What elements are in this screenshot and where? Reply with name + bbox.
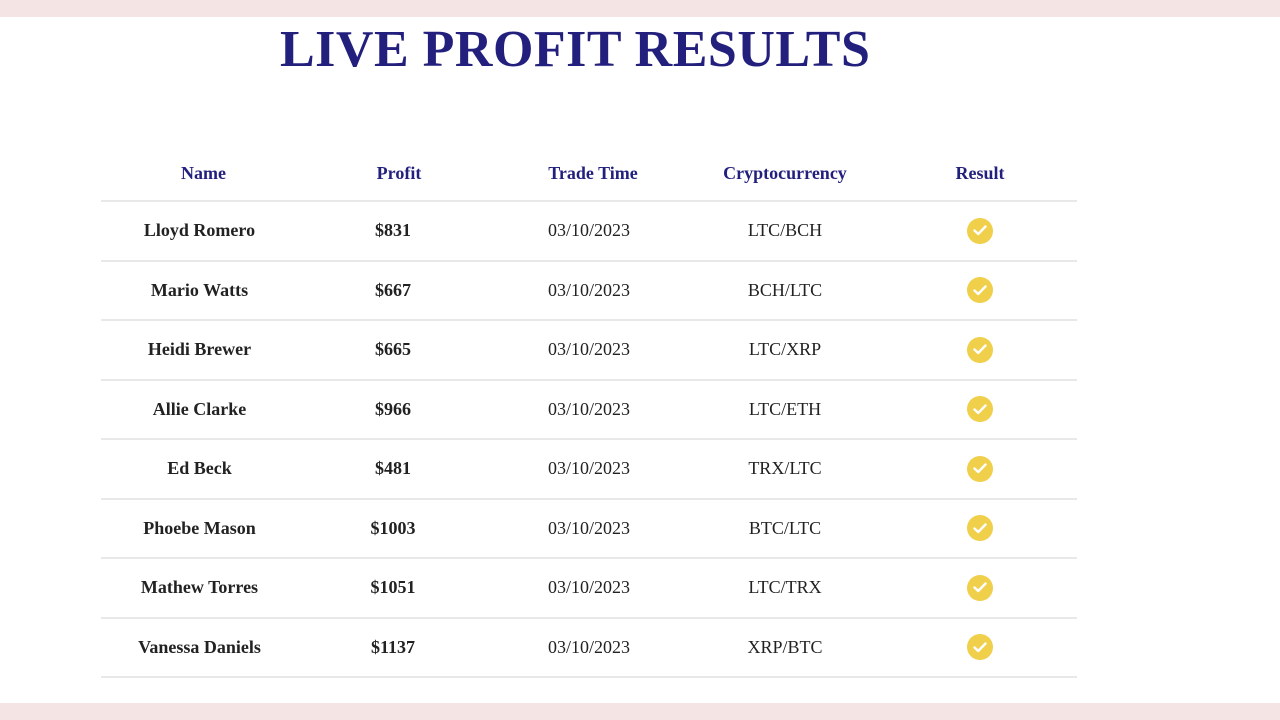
trader-name: Heidi Brewer [147, 339, 252, 360]
page-title: LIVE PROFIT RESULTS [280, 21, 871, 78]
table-body: Lloyd Romero $831 03/10/2023 LTC/BCH Mar… [101, 202, 1077, 678]
profit-amount: $1137 [370, 636, 415, 657]
result-cell [881, 559, 1079, 617]
trade-time: 03/10/2023 [547, 339, 630, 360]
check-circle-icon [967, 396, 993, 423]
column-header-cryptocurrency: Cryptocurrency [723, 163, 847, 183]
table-row: Vanessa Daniels $1137 03/10/2023 XRP/BTC [101, 619, 1079, 678]
trader-name: Vanessa Daniels [138, 636, 261, 657]
crypto-pair: LTC/TRX [748, 577, 822, 598]
trade-time: 03/10/2023 [547, 517, 630, 538]
crypto-pair: BTC/LTC [748, 517, 822, 538]
trader-name: Lloyd Romero [143, 220, 256, 241]
profit-amount: $665 [375, 339, 411, 360]
results-table: Name Profit Trade Time Cryptocurrency Re… [101, 147, 1077, 678]
crypto-pair: XRP/BTC [747, 636, 823, 657]
check-circle-icon [967, 574, 993, 601]
trader-name: Allie Clarke [152, 398, 247, 419]
check-circle-icon [967, 634, 993, 661]
table-row: Heidi Brewer $665 03/10/2023 LTC/XRP [101, 321, 1077, 381]
crypto-pair: LTC/BCH [747, 220, 823, 241]
trader-name: Phoebe Mason [143, 517, 256, 538]
table-row: Mario Watts $667 03/10/2023 BCH/LTC [101, 262, 1079, 321]
result-cell [881, 321, 1079, 379]
trade-time: 03/10/2023 [547, 279, 630, 300]
column-header-name: Name [181, 163, 226, 183]
table-row: Allie Clarke $966 03/10/2023 LTC/ETH [101, 381, 1079, 440]
profit-amount: $667 [375, 279, 411, 300]
table-row: Ed Beck $481 03/10/2023 TRX/LTC [101, 440, 1077, 500]
table-header: Name Profit Trade Time Cryptocurrency Re… [101, 147, 1077, 202]
trade-time: 03/10/2023 [547, 220, 630, 241]
crypto-pair: LTC/XRP [748, 339, 822, 360]
check-circle-icon [967, 217, 993, 244]
trade-time: 03/10/2023 [547, 458, 630, 479]
result-cell [881, 440, 1079, 498]
profit-amount: $831 [375, 220, 411, 241]
profit-amount: $1051 [370, 577, 416, 598]
column-header-result: Result [955, 163, 1005, 183]
result-cell [881, 262, 1079, 320]
crypto-pair: BCH/LTC [747, 279, 823, 300]
result-cell [881, 619, 1079, 677]
table-row: Mathew Torres $1051 03/10/2023 LTC/TRX [101, 559, 1077, 619]
table-row: Lloyd Romero $831 03/10/2023 LTC/BCH [101, 202, 1077, 262]
crypto-pair: TRX/LTC [748, 458, 822, 479]
check-circle-icon [967, 336, 993, 363]
trader-name: Mathew Torres [140, 577, 259, 598]
profit-amount: $481 [375, 458, 411, 479]
trader-name: Mario Watts [150, 279, 249, 300]
page-panel: LIVE PROFIT RESULTS Name Profit Trade Ti… [0, 17, 1280, 703]
table-row: Phoebe Mason $1003 03/10/2023 BTC/LTC [101, 500, 1079, 559]
check-circle-icon [967, 515, 993, 542]
trade-time: 03/10/2023 [547, 577, 630, 598]
trader-name: Ed Beck [167, 458, 232, 479]
column-header-profit: Profit [376, 163, 422, 183]
trade-time: 03/10/2023 [547, 636, 630, 657]
column-header-trade-time: Trade Time [548, 163, 638, 183]
result-cell [881, 202, 1079, 260]
trade-time: 03/10/2023 [547, 398, 630, 419]
crypto-pair: LTC/ETH [748, 398, 822, 419]
result-cell [881, 381, 1079, 439]
check-circle-icon [967, 455, 993, 482]
check-circle-icon [967, 277, 993, 304]
result-cell [881, 500, 1079, 558]
profit-amount: $1003 [370, 517, 416, 538]
profit-amount: $966 [375, 398, 411, 419]
